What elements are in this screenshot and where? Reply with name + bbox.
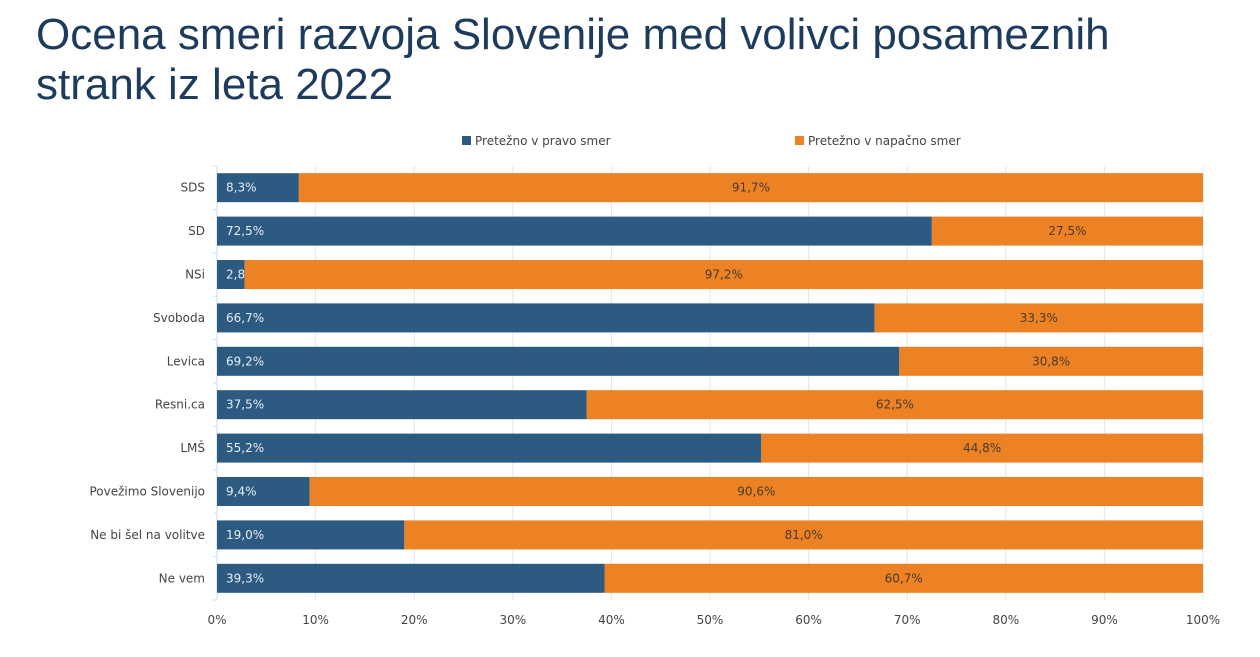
x-tick-label: 40% <box>598 613 625 627</box>
data-label: 39,3% <box>226 571 264 585</box>
bar-wrong <box>874 303 1203 333</box>
x-tick-label: 20% <box>401 613 428 627</box>
x-tick-label: 90% <box>1091 613 1118 627</box>
x-tick-label: 80% <box>992 613 1019 627</box>
data-label: 91,7% <box>732 181 770 195</box>
category-label: NSi <box>185 268 205 282</box>
category-label: Povežimo Slovenijo <box>89 485 205 499</box>
bar-right <box>217 346 900 376</box>
category-label: Ne vem <box>159 571 205 585</box>
bar-right <box>217 390 587 420</box>
data-label: 55,2% <box>226 441 264 455</box>
bar-wrong <box>586 390 1203 420</box>
bar-right <box>217 477 310 506</box>
data-label: 97,2% <box>705 268 743 282</box>
data-label: 19,0% <box>226 528 264 542</box>
category-label: LMŠ <box>180 440 205 455</box>
data-label: 8,3% <box>226 181 257 195</box>
data-label: 90,6% <box>737 485 775 499</box>
bar-wrong <box>404 520 1204 550</box>
data-label: 33,3% <box>1020 311 1058 325</box>
bar-right <box>217 260 245 289</box>
bar-right <box>217 173 299 203</box>
bar-wrong <box>244 260 1203 289</box>
bar-right <box>217 433 762 463</box>
category-label: Ne bi šel na volitve <box>90 528 205 542</box>
data-label: 30,8% <box>1032 354 1070 368</box>
bar-wrong <box>298 173 1203 203</box>
category-label: Levica <box>167 354 205 368</box>
data-label: 66,7% <box>226 311 264 325</box>
legend-label: Pretežno v napačno smer <box>808 134 961 148</box>
data-label: 72,5% <box>226 224 264 238</box>
data-label: 37,5% <box>226 398 264 412</box>
x-tick-label: 0% <box>207 613 226 627</box>
category-label: Svoboda <box>153 311 205 325</box>
bar-wrong <box>604 563 1203 593</box>
bar-wrong <box>309 477 1204 506</box>
bar-right <box>217 563 605 593</box>
data-label: 81,0% <box>785 528 823 542</box>
x-tick-label: 100% <box>1186 613 1220 627</box>
bar-right <box>217 216 932 246</box>
category-label: Resni.ca <box>155 398 205 412</box>
chart-title: Ocena smeri razvoja Slovenije med volivc… <box>36 10 1110 109</box>
bar-right <box>217 303 875 333</box>
legend-label: Pretežno v pravo smer <box>475 134 611 148</box>
x-tick-label: 30% <box>499 613 526 627</box>
category-label: SD <box>188 224 205 238</box>
data-label: 69,2% <box>226 354 264 368</box>
data-label: 60,7% <box>885 571 923 585</box>
x-tick-label: 60% <box>795 613 822 627</box>
legend-swatch <box>462 136 471 145</box>
category-label: SDS <box>181 181 205 195</box>
bar-wrong <box>931 216 1203 246</box>
data-label: 27,5% <box>1048 224 1086 238</box>
x-tick-label: 70% <box>894 613 921 627</box>
bar-wrong <box>761 433 1203 463</box>
bar-wrong <box>899 346 1203 376</box>
x-tick-label: 10% <box>302 613 329 627</box>
bar-right <box>217 520 405 550</box>
x-tick-label: 50% <box>697 613 724 627</box>
data-label: 62,5% <box>876 398 914 412</box>
data-label: 44,8% <box>963 441 1001 455</box>
legend-swatch <box>795 136 804 145</box>
data-label: 9,4% <box>226 485 257 499</box>
